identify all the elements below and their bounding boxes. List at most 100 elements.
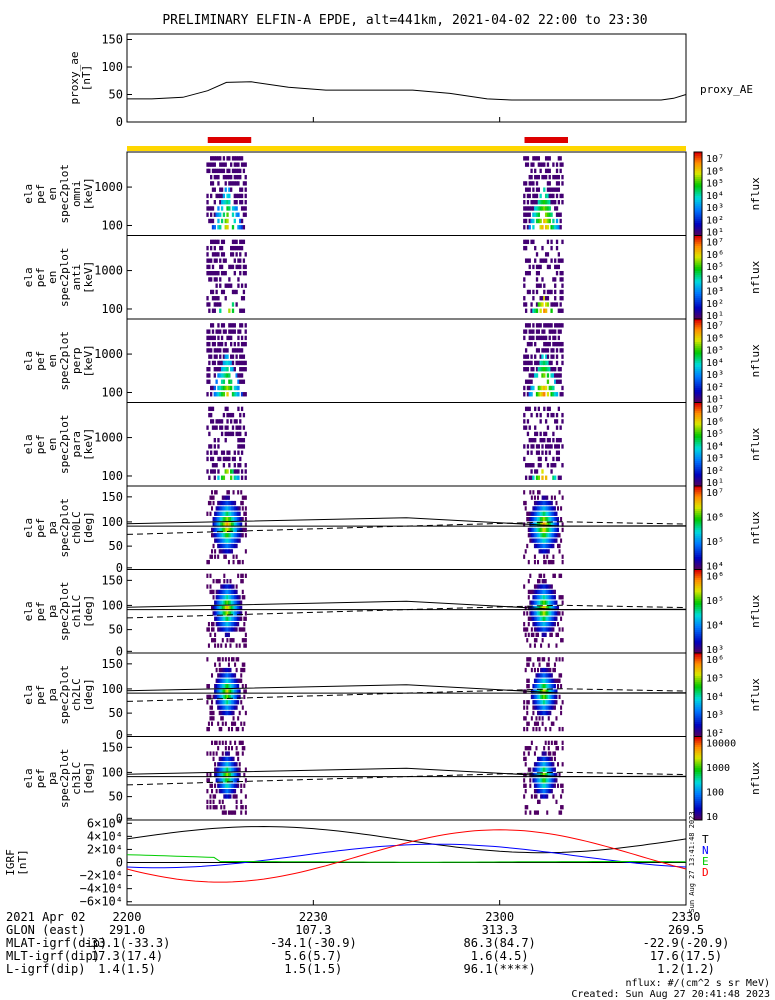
spectrogram-cell: [529, 600, 532, 605]
colorbar-cell: [694, 604, 702, 608]
colorbar-label: nflux: [749, 344, 762, 377]
spectrogram-cell: [540, 643, 543, 648]
spectrogram-cell: [235, 168, 238, 174]
spectrogram-cell: [524, 632, 527, 638]
spectrogram-cell: [217, 533, 220, 538]
spectrogram-cell: [524, 716, 527, 721]
spectrogram-cell: [220, 533, 223, 538]
spectrogram-cell: [535, 475, 539, 480]
spectrogram-cell: [221, 783, 224, 788]
panel-tick-label: 150: [101, 573, 123, 587]
spectrogram-cell: [541, 511, 544, 516]
colorbar-cell: [694, 162, 702, 166]
spectrogram-cell: [540, 794, 543, 799]
spectrogram-cell: [234, 538, 237, 543]
spectrogram-cell: [555, 799, 558, 805]
igrf-axis-label: [nT]: [16, 849, 29, 876]
spectrogram-cell: [539, 412, 542, 418]
colorbar-cell: [694, 156, 702, 159]
spectrogram-cell: [220, 705, 223, 710]
spectrogram-panel-5: [126, 569, 703, 654]
colorbar-cell: [694, 216, 702, 220]
igrf-axis-label: IGRF: [4, 849, 17, 876]
spectrogram-cell: [555, 689, 558, 694]
footer-value: 1.5(1.5): [284, 962, 342, 976]
spectrogram-cell: [215, 239, 218, 245]
spectrogram-cell: [207, 559, 210, 565]
spectrogram-cell: [550, 517, 553, 522]
spectrogram-cell: [547, 767, 550, 772]
panel-axis-label: pa: [46, 521, 59, 534]
colorbar-cell: [694, 446, 702, 449]
spectrogram-cell: [210, 193, 213, 199]
spectrogram-cell: [230, 746, 234, 751]
colorbar-cell: [694, 266, 702, 270]
spectrogram-cell: [208, 308, 211, 313]
spectrogram-cell: [540, 710, 543, 716]
spectrogram-cell: [234, 611, 237, 616]
spectrogram-cell: [561, 277, 564, 282]
spectrogram-cell: [548, 212, 551, 217]
spectrogram-cell: [228, 174, 231, 180]
spectrogram-cell: [543, 174, 546, 180]
spectrogram-cell: [228, 308, 231, 313]
spectrogram-cell: [226, 611, 229, 616]
spectrogram-cell: [210, 156, 213, 161]
colorbar-cell: [694, 465, 702, 468]
colorbar-tick-label: 10⁴: [706, 692, 724, 703]
spectrogram-cell: [544, 533, 547, 538]
spectrogram-cell: [549, 595, 552, 600]
colorbar-cell: [694, 698, 702, 702]
spectrogram-cell: [227, 543, 230, 549]
spectrogram-cell: [224, 689, 227, 694]
spectrogram-cell: [543, 495, 546, 500]
spectrogram-cell: [555, 354, 559, 359]
spectrogram-cell: [541, 694, 544, 700]
spectrogram-cell: [244, 367, 247, 372]
spectrogram-cell: [555, 527, 558, 533]
spectrogram-cell: [215, 212, 218, 217]
spectrogram-cell: [230, 533, 234, 538]
spectrogram-cell: [541, 667, 544, 673]
spectrogram-cell: [523, 500, 526, 506]
spectrogram-cell: [232, 783, 235, 788]
spectrogram-cell: [561, 385, 564, 391]
spectrogram-cell: [233, 270, 236, 276]
spectrogram-cell: [528, 289, 531, 295]
spectrogram-cell: [218, 788, 221, 794]
panel-axis-label: [deg]: [82, 762, 95, 795]
spectrogram-cell: [237, 616, 240, 621]
spectrogram-cell: [223, 621, 226, 627]
spectrogram-cell: [547, 710, 550, 716]
spectrogram-cell: [230, 694, 234, 700]
spectrogram-cell: [546, 611, 549, 616]
colorbar-cell: [694, 504, 702, 508]
spectrogram-cell: [214, 527, 217, 533]
spectrogram-cell: [220, 373, 224, 378]
spectrogram-cell: [229, 756, 232, 762]
spectrogram-cell: [243, 694, 246, 700]
spectrogram-cell: [219, 187, 222, 192]
spectrogram-cell: [206, 450, 209, 455]
spectrogram-cell: [538, 662, 541, 667]
spectrogram-cell: [235, 726, 238, 732]
spectrogram-cell: [533, 794, 536, 799]
spectrogram-cell: [230, 323, 233, 328]
spectrogram-cell: [541, 783, 544, 788]
spectrogram-cell: [226, 595, 229, 600]
spectrogram-cell: [229, 705, 232, 710]
spectrogram-cell: [523, 367, 526, 372]
spectrogram-cell: [529, 810, 532, 815]
spectrogram-cell: [528, 206, 531, 211]
spectrogram-cell: [539, 367, 542, 372]
spectrogram-cell: [237, 341, 240, 347]
spectrogram-cell: [532, 533, 535, 538]
spectrogram-cell: [211, 181, 215, 186]
spectrogram-cell: [224, 373, 227, 378]
spectrogram-cell: [543, 527, 546, 533]
spectrogram-cell: [532, 600, 535, 605]
spectrogram-cell: [555, 323, 559, 328]
spectrogram-cell: [553, 506, 556, 511]
spectrogram-cell: [230, 162, 233, 167]
spectrogram-cell: [530, 632, 533, 638]
